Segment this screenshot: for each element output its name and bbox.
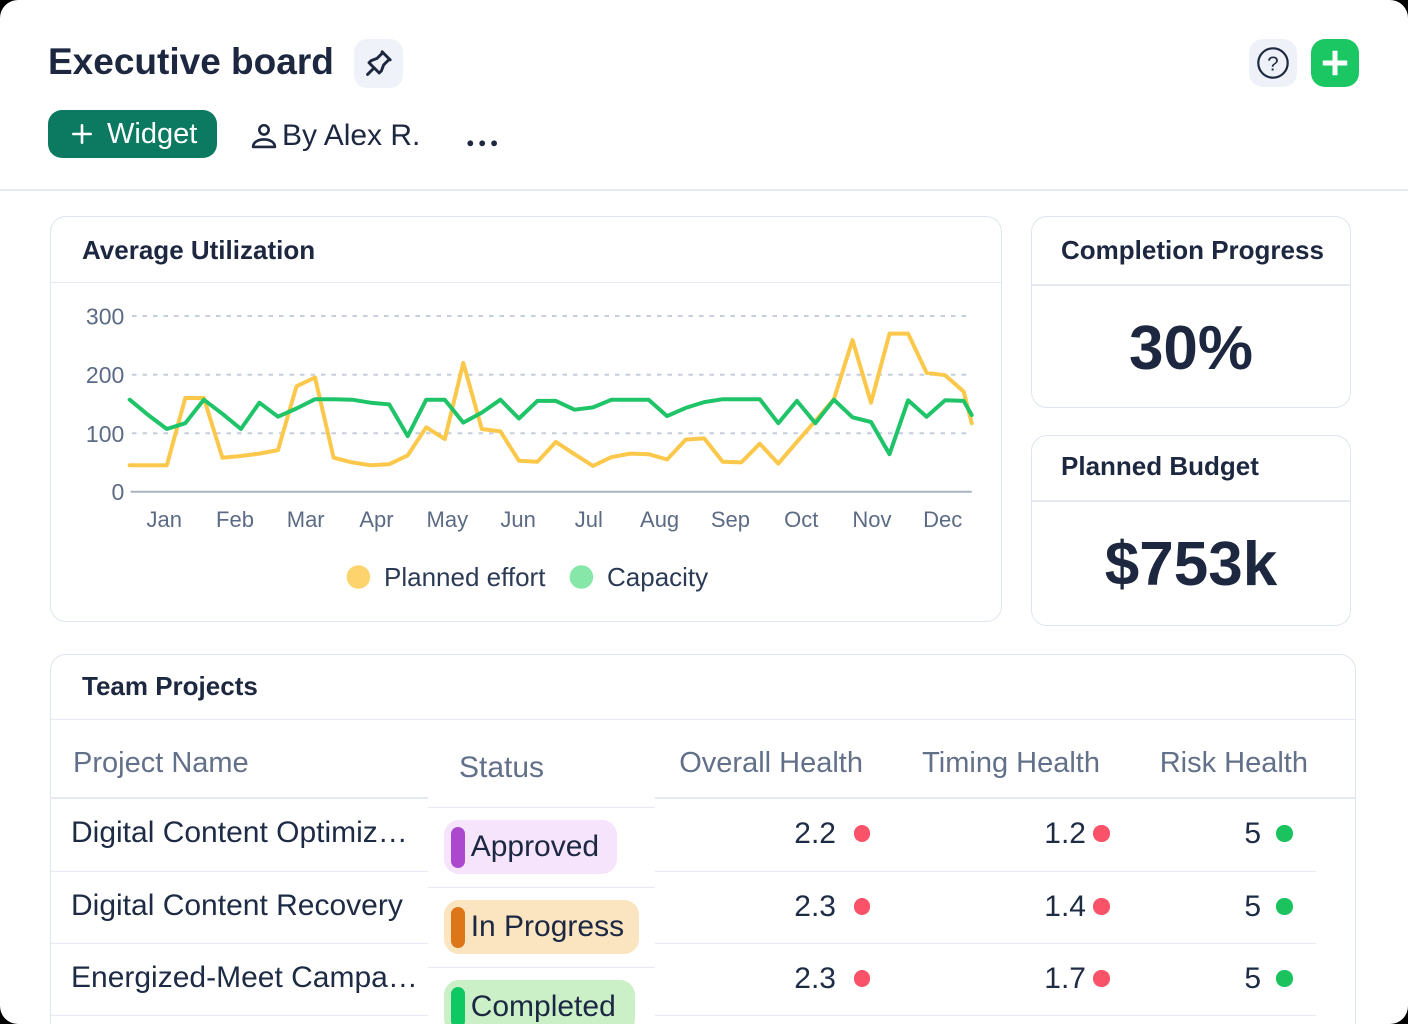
svg-text:Sep: Sep [711, 507, 750, 532]
svg-text:Dec: Dec [923, 507, 962, 532]
svg-text:Planned effort: Planned effort [384, 562, 546, 592]
svg-text:100: 100 [86, 421, 124, 447]
svg-text:Aug: Aug [640, 507, 679, 532]
svg-text:Capacity: Capacity [607, 562, 708, 592]
svg-text:Oct: Oct [784, 507, 818, 532]
svg-text:Apr: Apr [359, 507, 393, 532]
svg-text:May: May [427, 507, 469, 532]
svg-text:?: ? [1267, 53, 1278, 76]
svg-text:Jul: Jul [575, 507, 603, 532]
svg-text:300: 300 [86, 304, 124, 330]
svg-text:Feb: Feb [216, 507, 254, 532]
svg-text:Jan: Jan [146, 507, 181, 532]
svg-text:Jun: Jun [500, 507, 535, 532]
svg-text:0: 0 [112, 479, 125, 505]
svg-text:Mar: Mar [287, 507, 325, 532]
svg-text:Nov: Nov [852, 507, 891, 532]
svg-text:200: 200 [86, 362, 124, 388]
